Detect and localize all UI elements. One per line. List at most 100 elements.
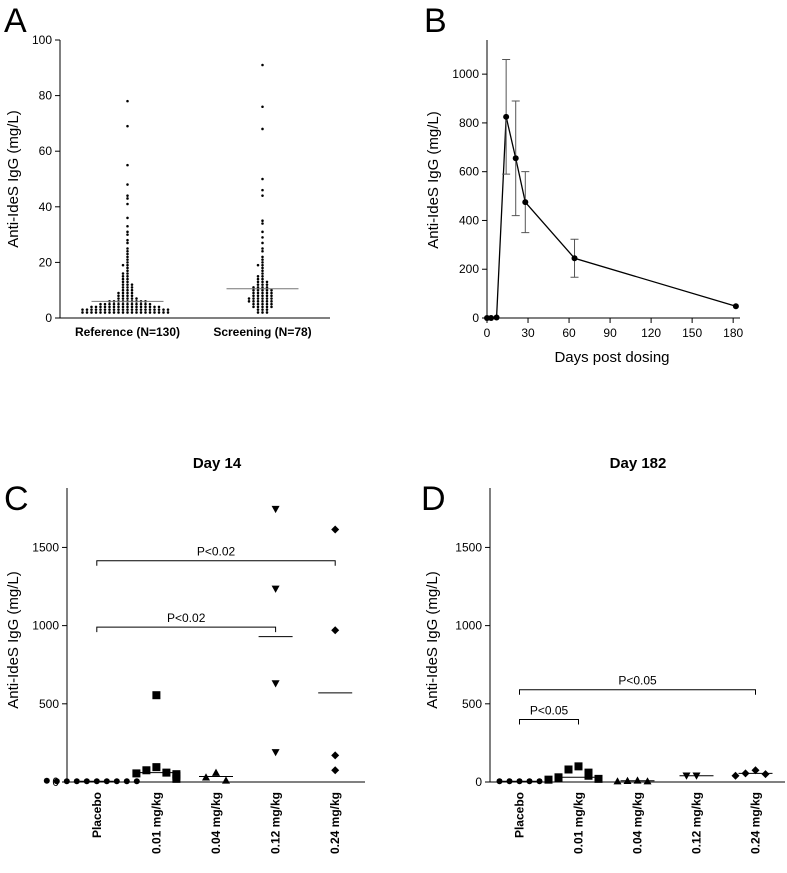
marker	[148, 311, 152, 314]
marker	[126, 261, 129, 264]
marker	[256, 280, 260, 284]
x-tick-label: 90	[603, 326, 617, 340]
x-tick-label: 0.12 mg/kg	[690, 792, 704, 854]
marker	[544, 775, 553, 784]
marker	[126, 250, 129, 253]
marker	[126, 269, 129, 273]
marker	[126, 266, 129, 270]
marker	[261, 241, 264, 245]
marker	[126, 230, 129, 234]
marker	[126, 291, 129, 295]
marker	[144, 308, 147, 311]
marker	[121, 272, 125, 275]
marker	[43, 777, 50, 784]
marker	[94, 308, 98, 311]
marker	[633, 776, 642, 784]
marker	[270, 302, 273, 306]
marker	[256, 263, 260, 267]
marker	[731, 771, 740, 780]
x-tick-label: Reference (N=130)	[75, 325, 180, 339]
marker	[130, 297, 134, 300]
marker	[144, 305, 147, 309]
marker	[135, 311, 138, 314]
marker	[261, 311, 264, 314]
marker	[121, 291, 125, 295]
marker	[121, 305, 125, 309]
marker	[265, 283, 269, 286]
marker	[139, 308, 143, 311]
marker	[121, 275, 125, 278]
y-tick-label: 1000	[452, 67, 479, 81]
marker	[126, 163, 129, 167]
marker	[564, 765, 573, 774]
marker	[117, 302, 120, 306]
marker	[265, 280, 269, 284]
marker	[126, 202, 129, 206]
marker	[261, 305, 264, 309]
marker	[148, 308, 152, 311]
marker	[152, 691, 161, 700]
marker	[261, 127, 264, 131]
marker	[252, 302, 255, 306]
y-axis-label: Anti-IdeS IgG (mg/L)	[5, 110, 22, 248]
marker	[132, 769, 141, 778]
point	[503, 113, 510, 120]
marker	[331, 766, 340, 775]
y-tick-label: 800	[459, 116, 479, 130]
point	[493, 314, 500, 321]
x-tick-label: 0.04 mg/kg	[209, 792, 223, 854]
marker	[126, 272, 129, 275]
marker	[126, 233, 129, 236]
marker	[162, 308, 165, 311]
marker	[331, 525, 340, 534]
marker	[126, 241, 129, 245]
marker	[126, 288, 129, 292]
marker	[261, 219, 264, 222]
marker	[261, 255, 264, 259]
marker	[265, 300, 269, 303]
marker	[112, 308, 116, 311]
y-tick-label: 1500	[455, 540, 482, 554]
marker	[554, 774, 563, 783]
x-tick-label: 0.01 mg/kg	[149, 792, 163, 854]
marker	[53, 778, 60, 785]
marker	[261, 177, 264, 181]
marker	[139, 311, 143, 314]
marker	[123, 778, 130, 785]
marker	[113, 778, 120, 785]
chart-title: Day 14	[193, 455, 242, 472]
marker	[331, 751, 340, 760]
marker	[126, 194, 129, 197]
marker	[117, 311, 120, 314]
marker	[261, 308, 264, 311]
point	[732, 303, 739, 310]
bracket	[96, 560, 336, 566]
marker	[108, 302, 111, 306]
marker	[99, 305, 102, 309]
marker	[261, 261, 264, 264]
y-tick-label: 400	[459, 213, 479, 227]
marker	[126, 258, 129, 261]
bracket-label: P<0.02	[197, 545, 236, 559]
marker	[496, 778, 503, 785]
marker	[130, 294, 134, 298]
y-axis-label: Anti-IdeS IgG (mg/L)	[5, 571, 22, 709]
marker	[261, 269, 264, 273]
marker	[166, 308, 170, 311]
marker	[271, 505, 280, 514]
marker	[265, 311, 269, 314]
marker	[126, 283, 129, 286]
marker	[126, 286, 129, 289]
marker	[252, 294, 255, 298]
marker	[270, 300, 273, 303]
marker	[152, 763, 161, 772]
marker	[133, 778, 140, 785]
marker	[261, 263, 264, 267]
bracket	[519, 718, 579, 725]
marker	[270, 297, 273, 300]
x-tick-label: Placebo	[90, 792, 104, 838]
marker	[265, 294, 269, 298]
marker	[121, 311, 125, 314]
marker	[256, 275, 260, 278]
marker	[751, 766, 760, 775]
